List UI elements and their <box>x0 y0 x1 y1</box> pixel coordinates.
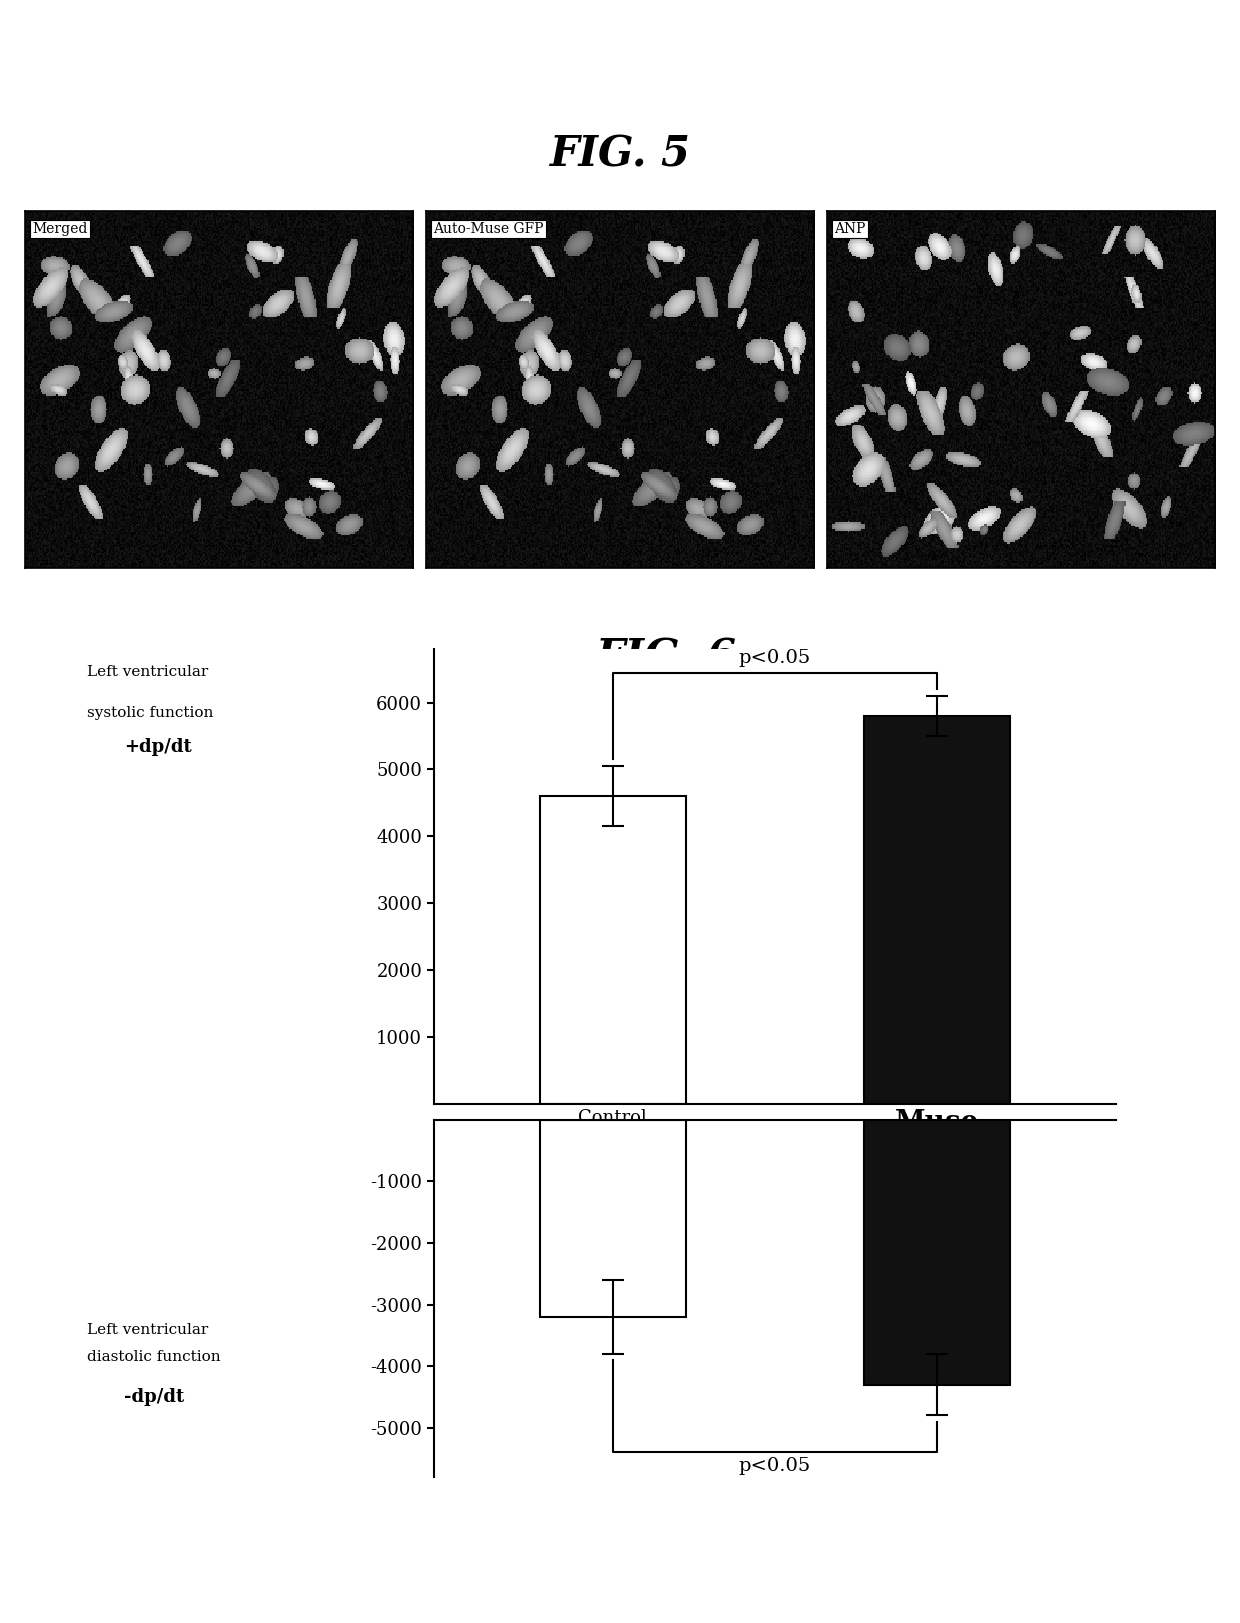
Text: ANP: ANP <box>835 222 866 235</box>
Text: systolic function: systolic function <box>87 706 213 721</box>
Text: FIG. 6: FIG. 6 <box>596 636 737 678</box>
Bar <box>864 1120 1011 1384</box>
Text: p<0.05: p<0.05 <box>739 649 811 667</box>
Text: -dp/dt: -dp/dt <box>124 1388 185 1406</box>
Text: FIG. 5: FIG. 5 <box>549 133 691 175</box>
Bar <box>864 716 1011 1104</box>
Text: Auto-Muse GFP: Auto-Muse GFP <box>434 222 544 235</box>
Text: p<0.05: p<0.05 <box>739 1457 811 1475</box>
Text: Merged: Merged <box>32 222 88 235</box>
Text: +dp/dt: +dp/dt <box>124 738 192 756</box>
Text: diastolic function: diastolic function <box>87 1350 221 1365</box>
Bar <box>539 1120 686 1316</box>
Text: Left ventricular: Left ventricular <box>87 1323 208 1337</box>
Text: Left ventricular: Left ventricular <box>87 665 208 680</box>
Bar <box>539 797 686 1104</box>
